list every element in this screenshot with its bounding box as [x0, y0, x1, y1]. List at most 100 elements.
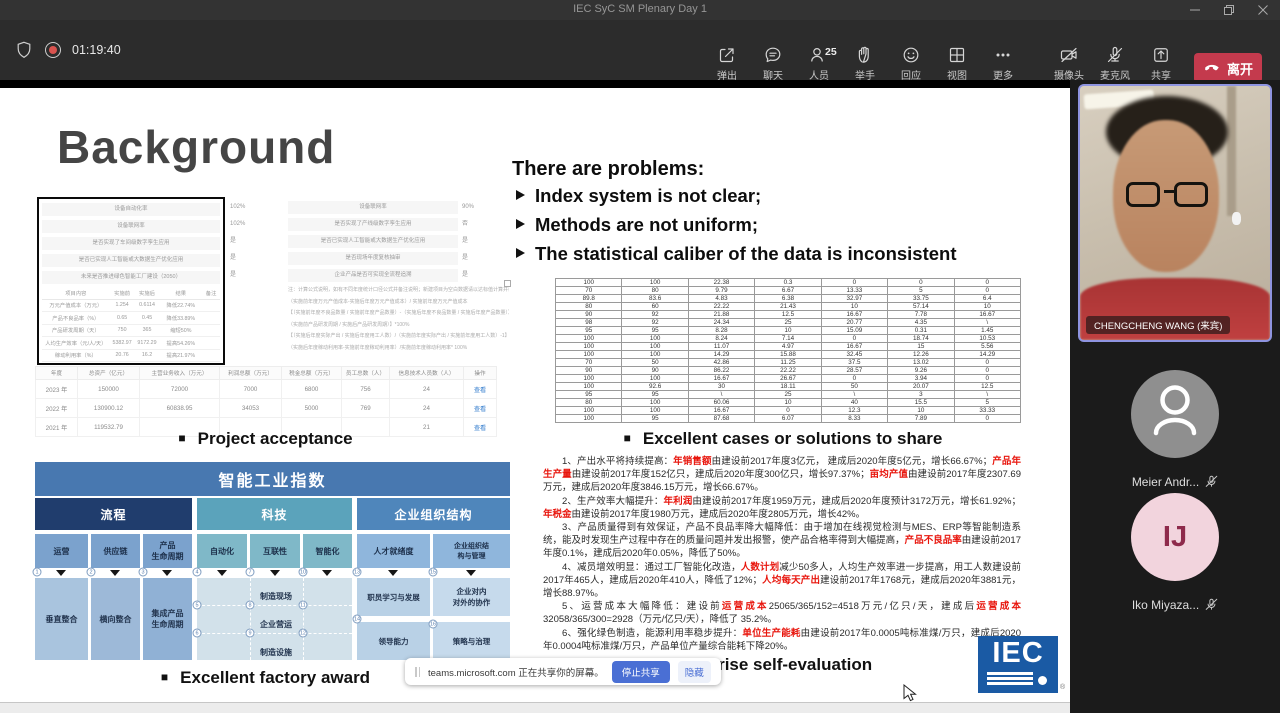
screen-share-stage: Background 设备自动化率 设备联网率 是否实现了车间级数字孪生应用 是否已实…	[0, 80, 1070, 713]
stats-row: 98 92 24.34 25 20.77 4.35 \	[554, 318, 1022, 327]
diagram-number-badge: 11	[298, 600, 308, 610]
hide-button[interactable]: 隐藏	[677, 660, 711, 683]
diagram-number-badge: 15	[428, 567, 438, 577]
minimize-button[interactable]	[1178, 0, 1212, 20]
problem-item: Methods are not uniform;	[516, 214, 758, 236]
view-link[interactable]: 查看	[463, 417, 497, 437]
triangle-down-icon	[322, 570, 332, 576]
share-message: teams.microsoft.com 正在共享你的屏幕。	[428, 667, 604, 679]
avatar-initials: IJ	[1162, 520, 1188, 553]
stats-row: 80 100 60.06 10 40 15.5 5	[554, 398, 1022, 407]
dashed-divider	[303, 578, 304, 660]
heading-excellent-cases: ■ Excellent cases or solutions to share	[623, 429, 943, 448]
shield-icon	[17, 41, 31, 58]
speaker-video-tile[interactable]: CHENGCHENG WANG (来宾)	[1078, 84, 1272, 342]
arrow-bullet-icon	[516, 219, 525, 229]
participant-avatar[interactable]: IJ	[1131, 493, 1219, 581]
glasses-icon	[1174, 182, 1208, 207]
glasses-bridge	[1164, 190, 1174, 193]
triangle-down-icon	[162, 570, 172, 576]
diagram-number-badge: 1	[32, 567, 42, 577]
acceptance-table: 年度 总资产（亿元） 主营业务收入（万元） 利润总额（万元） 税金总额（万元） 员工总数（…	[35, 366, 497, 437]
camera-button[interactable]: 摄像头	[1046, 45, 1092, 82]
stats-row: 100 100 22.38 0.3 0 0 0	[554, 278, 1022, 287]
screen-share-bar[interactable]: teams.microsoft.com 正在共享你的屏幕。 停止共享 隐藏	[405, 658, 721, 685]
view-link[interactable]: 查看	[463, 398, 497, 418]
participants-panel: CHENGCHENG WANG (来宾) Meier Andr... IJ Ik…	[1070, 80, 1280, 713]
diagram-mid-label: 企业营运	[260, 620, 292, 629]
meeting-timer: 01:19:40	[72, 43, 121, 57]
leave-button[interactable]: 离开	[1194, 53, 1262, 83]
heading-project-acceptance: ■ Project acceptance	[178, 429, 353, 448]
mic-button[interactable]: 麦克风	[1092, 45, 1138, 82]
diagram-number-badge: 2	[86, 567, 96, 577]
survey-right-answers: 90% 否是是是	[462, 204, 475, 278]
diagram-mid-block	[197, 578, 352, 660]
checkbox-icon[interactable]	[504, 280, 511, 287]
participant-avatar[interactable]	[1131, 370, 1219, 458]
triangle-down-icon	[388, 570, 398, 576]
stats-row: 100 100 8.24 7.14 0 18.74 10.53	[554, 334, 1022, 343]
survey-questions-box: 设备自动化率 设备联网率 是否实现了车间级数字孪生应用 是否已实现人工智能或大数据生产…	[37, 197, 225, 365]
more-button[interactable]: 更多	[980, 45, 1026, 82]
participant-name: Meier Andr...	[1070, 475, 1280, 489]
view-button[interactable]: 视图	[934, 45, 980, 82]
raise-hand-button[interactable]: 举手	[842, 45, 888, 82]
raise-hand-icon	[858, 46, 869, 63]
stats-row: 90 92 21.88 12.5 16.67 7.78 16.67	[554, 310, 1022, 319]
hang-up-icon	[1205, 64, 1219, 71]
view-link[interactable]: 查看	[463, 379, 497, 399]
acceptance-row: 2021 年 119532.79 21 查看	[35, 417, 497, 437]
popout-button[interactable]: 弹出	[704, 45, 750, 82]
speaker-name-label: CHENGCHENG WANG (来宾)	[1086, 316, 1231, 334]
survey-right-questions: 设备联网率 是否实现了产线级数字孪生应用 是否已实现人工智能或大数据生产优化应用 是否…	[288, 201, 458, 286]
grid-view-icon	[949, 47, 965, 63]
smiley-icon	[903, 47, 919, 63]
diagram-sub-cell: 互联性	[250, 534, 300, 568]
chat-button[interactable]: 聊天	[750, 45, 796, 82]
share-button[interactable]: 共享	[1138, 45, 1184, 82]
stats-row: 100 100 11.07 4.97 16.67 15 5.56	[554, 342, 1022, 351]
diagram-number-badge: 6	[192, 628, 202, 638]
recording-indicator-icon	[45, 42, 61, 58]
problem-item: The statistical caliber of the data is i…	[516, 243, 957, 265]
react-button[interactable]: 回应	[888, 45, 934, 82]
stats-row: 100 95 87.68 6.07 8.33 7.89 0	[554, 414, 1022, 423]
person-icon	[1153, 385, 1197, 436]
cases-paragraphs: 1、产出水平将持续提高：年销售额由建设前2017年度3亿元， 建成后2020年度…	[543, 456, 1021, 652]
problems-heading: There are problems:	[512, 158, 705, 180]
speaker-face	[1113, 120, 1219, 272]
formula-block: 注：计算公式说明，如有不同年度统计口径公式并备注说明；新建项目为空白数据请以达标…	[288, 287, 509, 351]
close-button[interactable]	[1246, 0, 1280, 20]
diagram-mid-label: 制造现场	[260, 592, 292, 601]
arrow-bullet-icon	[516, 248, 525, 258]
chat-icon	[765, 47, 781, 63]
meeting-toolbar: 01:19:40 弹出 聊天 25 人员 举手 回应 视图 更	[0, 20, 1280, 83]
diagram-number-badge: 5	[192, 600, 202, 610]
stop-sharing-button[interactable]: 停止共享	[611, 660, 670, 683]
stats-row: 95 95 \ 25 \ 3 \	[554, 390, 1022, 399]
browser-scrollbar[interactable]	[0, 702, 1070, 713]
heading-excellent-factory: ■ Excellent factory award	[160, 668, 371, 687]
more-dots-icon	[996, 53, 1010, 57]
earbud	[1232, 212, 1241, 225]
stats-table: 100 100 22.38 0.3 0 0 0 70 80 9.79 6.67 13.33 5 0 89.8…	[554, 278, 1022, 423]
iec-logo-lines	[987, 672, 1033, 687]
dashed-divider	[197, 633, 352, 634]
diagram-right-cell: 领导能力	[357, 622, 430, 660]
diagram-right-cell: 企业对内 对外的协作	[433, 578, 510, 616]
people-button[interactable]: 25 人员	[809, 46, 837, 82]
window-titlebar: IEC SyC SM Plenary Day 1	[0, 0, 1280, 20]
diagram-sub-cell: 运营	[35, 534, 88, 568]
triangle-down-icon	[270, 570, 280, 576]
diagram-sub-cell: 产品 生命周期	[143, 534, 192, 568]
share-screen-icon	[1154, 48, 1168, 62]
diagram-number-badge: 8	[245, 600, 255, 610]
diagram-section-process: 流程	[35, 498, 192, 530]
door-frame	[1227, 86, 1236, 216]
stats-row: 100 100 14.29 15.88 32.45 12.26 14.29	[554, 350, 1022, 359]
restore-button[interactable]	[1212, 0, 1246, 20]
drag-handle-icon[interactable]	[415, 666, 420, 677]
mouse-cursor	[903, 684, 917, 702]
diagram-right-cell: 策略与治理	[433, 622, 510, 660]
